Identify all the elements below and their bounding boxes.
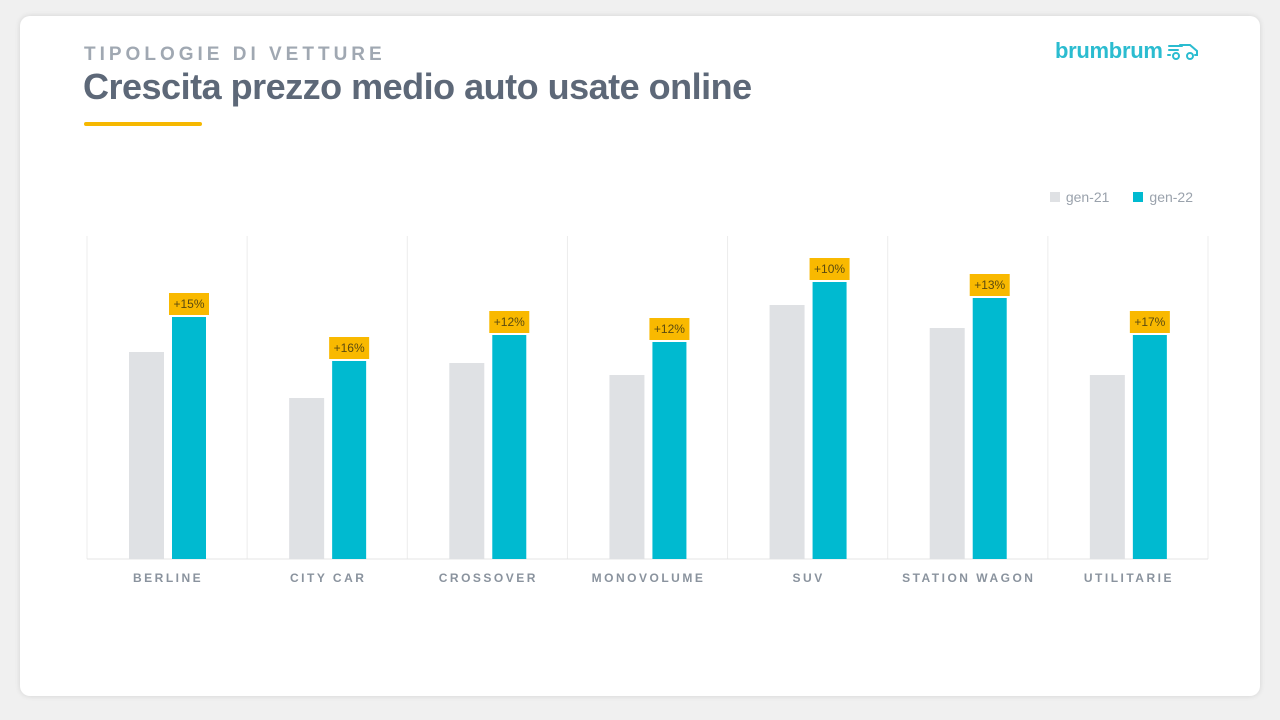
growth-badge <box>1129 311 1170 333</box>
legend-gen22: gen-22 <box>1133 189 1193 205</box>
bar-gen22 <box>492 335 527 559</box>
growth-label: +10% <box>814 262 845 276</box>
growth-badge <box>329 337 370 359</box>
slide-title: Crescita prezzo medio auto usate online <box>83 66 752 107</box>
growth-label: +17% <box>1134 315 1165 329</box>
slide-card <box>20 16 1260 696</box>
legend-swatch-gen22 <box>1133 192 1144 202</box>
category-label: UTILITARIE <box>1084 571 1174 585</box>
growth-badge <box>169 293 209 315</box>
category-label: BERLINE <box>133 571 203 585</box>
growth-label: +13% <box>974 278 1005 292</box>
bar-gen21 <box>1089 375 1125 559</box>
bar-gen22 <box>1132 335 1167 559</box>
category-label: STATION WAGON <box>902 571 1035 585</box>
legend-swatch-gen21 <box>1049 192 1060 202</box>
bar-gen21 <box>129 352 164 559</box>
bar-gen21 <box>449 363 485 559</box>
car-icon <box>1166 44 1198 60</box>
brumbrum-logo: brumbrum <box>1055 38 1200 64</box>
growth-label: +15% <box>173 297 204 311</box>
legend-gen21: gen-21 <box>1049 189 1110 205</box>
slide-subtitle: TIPOLOGIE DI VETTURE <box>84 44 386 65</box>
title-underline <box>84 122 202 126</box>
growth-badge <box>489 311 530 333</box>
category-label: CROSSOVER <box>439 571 538 585</box>
bar-gen21 <box>929 328 965 559</box>
legend-label-gen21: gen-21 <box>1065 189 1110 205</box>
bar-gen22 <box>172 317 206 559</box>
bar-gen22 <box>332 361 367 559</box>
growth-label: +12% <box>654 322 685 336</box>
growth-label: +12% <box>494 315 525 329</box>
bar-gen21 <box>769 305 805 559</box>
category-label: SUV <box>793 571 825 585</box>
logo-text: brumbrum <box>1055 38 1163 63</box>
chart-legend: gen-21 gen-22 <box>1049 189 1193 205</box>
bar-gen22 <box>972 298 1007 559</box>
category-label: CITY CAR <box>290 571 366 585</box>
growth-badge <box>809 258 850 280</box>
bar-gen21 <box>289 398 325 559</box>
bar-gen22 <box>812 282 847 559</box>
legend-label-gen22: gen-22 <box>1149 189 1193 205</box>
category-label: MONOVOLUME <box>592 571 706 585</box>
growth-badge <box>969 274 1010 296</box>
growth-label: +16% <box>334 341 365 355</box>
bar-gen22 <box>652 342 687 559</box>
bar-gen21 <box>609 375 645 559</box>
growth-badge <box>649 318 690 340</box>
